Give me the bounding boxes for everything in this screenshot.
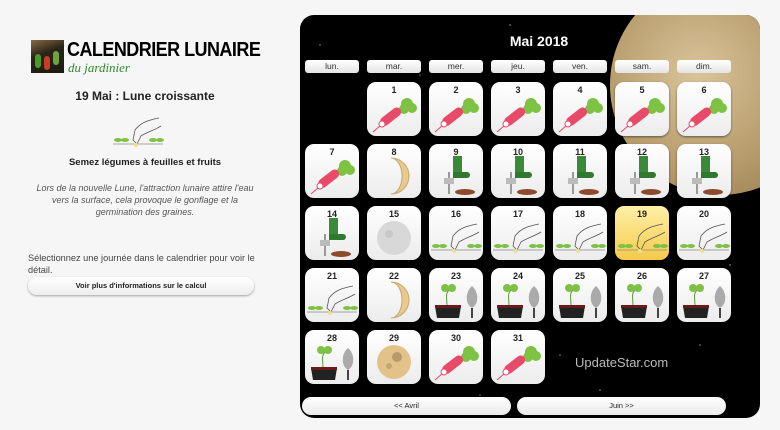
logo-image: [31, 40, 64, 73]
day-cell[interactable]: 11: [553, 144, 607, 198]
day-number: 24: [512, 271, 523, 281]
day-number: 18: [574, 209, 585, 219]
day-number: 14: [326, 209, 337, 219]
watermark: UpdateStar.com: [575, 355, 669, 370]
day-number: 8: [391, 147, 397, 157]
weekday-header: lun.: [305, 60, 359, 73]
day-cell[interactable]: 21: [305, 268, 359, 322]
weekday-header: dim.: [677, 60, 731, 73]
day-cell[interactable]: 16: [429, 206, 483, 260]
day-number: 11: [575, 147, 585, 157]
day-number: 16: [450, 209, 461, 219]
weekday-header: mar.: [367, 60, 421, 73]
day-cell[interactable]: 25: [553, 268, 607, 322]
day-number: 6: [701, 85, 707, 95]
day-cell[interactable]: 17: [491, 206, 545, 260]
day-cell[interactable]: 8: [367, 144, 421, 198]
day-cell[interactable]: 10: [491, 144, 545, 198]
day-cell[interactable]: 15: [367, 206, 421, 260]
prev-month-button[interactable]: << Avril: [302, 397, 511, 415]
day-cell[interactable]: 19: [615, 206, 669, 260]
day-cell[interactable]: 20: [677, 206, 731, 260]
day-number: 21: [326, 271, 337, 281]
day-number: 22: [388, 271, 399, 281]
day-number: 4: [577, 85, 583, 95]
day-cell[interactable]: 2: [429, 82, 483, 136]
day-cell[interactable]: 27: [677, 268, 731, 322]
sowing-hand-icon: [108, 112, 168, 157]
day-cell[interactable]: 13: [677, 144, 731, 198]
day-number: 30: [450, 333, 461, 343]
selected-day-title: 19 Mai : Lune croissante: [75, 89, 215, 103]
day-cell[interactable]: 31: [491, 330, 545, 384]
day-number: 23: [450, 271, 461, 281]
day-number: 25: [574, 271, 585, 281]
month-title: Mai 2018: [509, 33, 569, 49]
day-number: 9: [453, 147, 459, 157]
day-number: 29: [388, 333, 399, 343]
weekday-header: sam.: [615, 60, 669, 73]
day-number: 3: [515, 85, 521, 95]
day-number: 19: [636, 209, 647, 219]
day-cell[interactable]: 29: [367, 330, 421, 384]
day-cell[interactable]: 24: [491, 268, 545, 322]
day-number: 7: [329, 147, 335, 157]
next-month-button[interactable]: Juin >>: [517, 397, 726, 415]
weekday-header: jeu.: [491, 60, 545, 73]
day-cell[interactable]: 4: [553, 82, 607, 136]
day-cell[interactable]: 14: [305, 206, 359, 260]
day-number: 20: [698, 209, 709, 219]
more-info-button[interactable]: Voir plus d'informations sur le calcul: [28, 277, 254, 295]
day-number: 17: [512, 209, 523, 219]
day-number: 10: [512, 147, 523, 157]
day-cell[interactable]: 1: [367, 82, 421, 136]
day-number: 2: [453, 85, 459, 95]
calendar: Mai 2018 << Avril Juin >> lun. mar. mer. je…: [300, 15, 760, 418]
advice-text: Semez légumes à feuilles et fruits: [68, 157, 222, 168]
day-cell[interactable]: 12: [615, 144, 669, 198]
logo-title: CALENDRIER LUNAIRE: [67, 39, 261, 61]
day-cell[interactable]: 6: [677, 82, 731, 136]
day-cell[interactable]: 3: [491, 82, 545, 136]
weekday-header: ven.: [553, 60, 607, 73]
day-number: 26: [636, 271, 647, 281]
day-number: 5: [639, 85, 645, 95]
day-cell[interactable]: 5: [615, 82, 669, 136]
logo-subtitle: du jardinier: [68, 60, 130, 75]
day-cell[interactable]: 7: [305, 144, 359, 198]
day-number: 13: [698, 147, 709, 157]
day-cell[interactable]: 23: [429, 268, 483, 322]
day-cell[interactable]: 9: [429, 144, 483, 198]
day-number: 15: [388, 209, 399, 219]
day-number: 27: [698, 271, 709, 281]
logo: CALENDRIER LUNAIRE du jardinier: [31, 39, 282, 75]
description-text: Lors de la nouvelle Lune, l'attraction l…: [36, 183, 254, 217]
day-cell[interactable]: 26: [615, 268, 669, 322]
weekday-header: mer.: [429, 60, 483, 73]
day-number: 12: [636, 147, 647, 157]
day-cell[interactable]: 18: [553, 206, 607, 260]
day-cell[interactable]: 30: [429, 330, 483, 384]
day-number: 28: [326, 333, 337, 343]
day-number: 1: [391, 85, 397, 95]
day-cell[interactable]: 28: [305, 330, 359, 384]
day-number: 31: [512, 333, 523, 343]
detail-panel: CALENDRIER LUNAIRE du jardinier 19 Mai :…: [0, 0, 290, 430]
hint-text: Sélectionnez une journée dans le calendr…: [28, 253, 255, 275]
day-cell[interactable]: 22: [367, 268, 421, 322]
